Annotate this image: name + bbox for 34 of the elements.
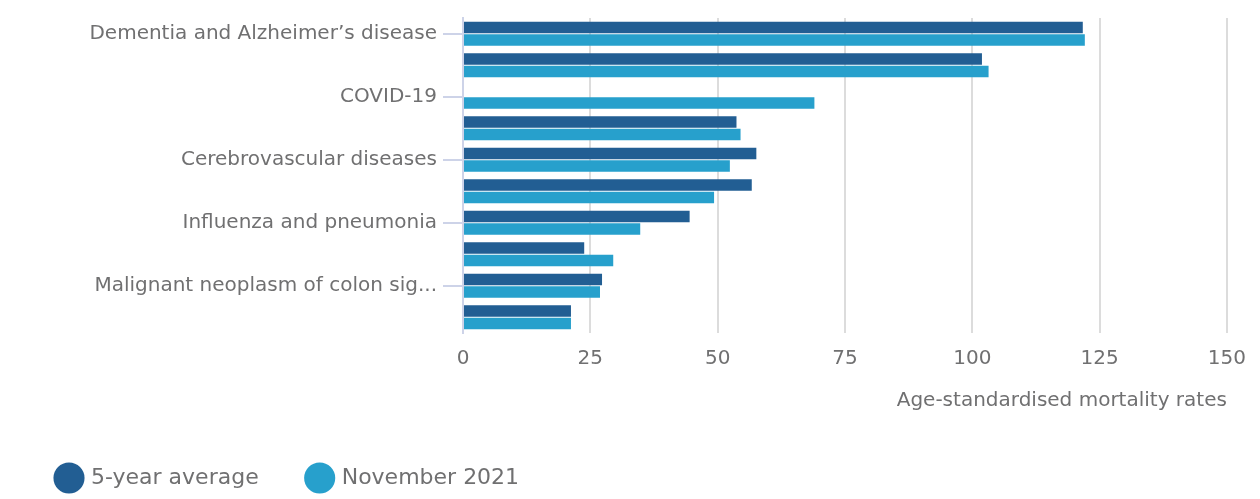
y-tick-label: Cerebrovascular diseases	[180, 145, 437, 170]
bar	[464, 305, 571, 317]
bar	[464, 34, 1085, 46]
x-tick-label: 25	[577, 345, 604, 370]
bar	[464, 191, 715, 204]
bar	[464, 97, 815, 109]
legend-label: November 2021	[341, 463, 520, 489]
bar	[464, 53, 982, 65]
bar	[464, 286, 600, 298]
y-tick-label: COVID-19	[339, 82, 437, 107]
bar	[464, 242, 585, 254]
bar	[464, 116, 737, 128]
bar	[464, 317, 571, 330]
bar	[464, 179, 752, 191]
y-tick-label: Malignant neoplasm of colon sig...	[94, 271, 437, 296]
x-tick-label: 100	[953, 345, 992, 370]
x-tick-label: 50	[704, 345, 731, 370]
bar	[464, 254, 614, 267]
x-tick-label: 75	[832, 345, 858, 370]
bar	[464, 147, 757, 160]
x-tick-label: 150	[1207, 345, 1247, 370]
x-tick-label: 0	[456, 345, 470, 370]
bar	[464, 273, 603, 286]
bar	[464, 210, 690, 223]
x-axis-title: Age-standardised mortality rates	[896, 387, 1227, 412]
bar	[464, 128, 741, 141]
legend-label: 5-year average	[91, 463, 259, 489]
y-tick-label: Dementia and Alzheimer’s disease	[89, 19, 437, 44]
bar	[464, 65, 989, 78]
bar	[464, 223, 641, 235]
y-tick-label: Influenza and pneumonia	[182, 208, 437, 233]
x-tick-label: 125	[1080, 345, 1119, 370]
bar	[464, 160, 730, 172]
bar	[464, 21, 1083, 34]
